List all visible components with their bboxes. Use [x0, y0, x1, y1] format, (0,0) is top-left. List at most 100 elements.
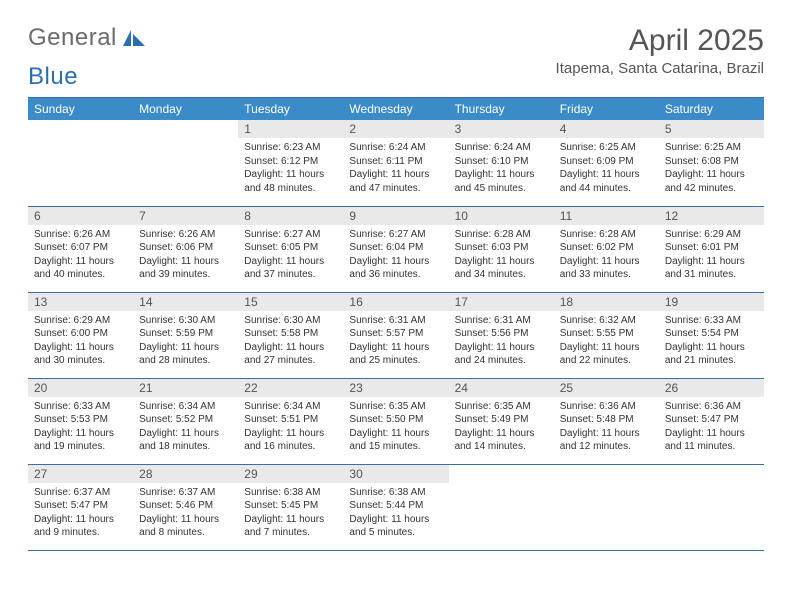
calendar-week-row: 13Sunrise: 6:29 AMSunset: 6:00 PMDayligh… — [28, 292, 764, 378]
day-details: Sunrise: 6:30 AMSunset: 5:59 PMDaylight:… — [133, 311, 238, 372]
day-number: 30 — [343, 465, 448, 483]
day-number: 13 — [28, 293, 133, 311]
day-details: Sunrise: 6:23 AMSunset: 6:12 PMDaylight:… — [238, 138, 343, 199]
calendar-day-cell: 28Sunrise: 6:37 AMSunset: 5:46 PMDayligh… — [133, 464, 238, 550]
day-details: Sunrise: 6:37 AMSunset: 5:47 PMDaylight:… — [28, 483, 133, 544]
day-number: 17 — [449, 293, 554, 311]
day-details: Sunrise: 6:34 AMSunset: 5:51 PMDaylight:… — [238, 397, 343, 458]
calendar-day-cell: 26Sunrise: 6:36 AMSunset: 5:47 PMDayligh… — [659, 378, 764, 464]
calendar-day-cell: 18Sunrise: 6:32 AMSunset: 5:55 PMDayligh… — [554, 292, 659, 378]
calendar-week-row: 27Sunrise: 6:37 AMSunset: 5:47 PMDayligh… — [28, 464, 764, 550]
calendar-day-cell: 25Sunrise: 6:36 AMSunset: 5:48 PMDayligh… — [554, 378, 659, 464]
calendar-day-cell: 7Sunrise: 6:26 AMSunset: 6:06 PMDaylight… — [133, 206, 238, 292]
day-details: Sunrise: 6:32 AMSunset: 5:55 PMDaylight:… — [554, 311, 659, 372]
calendar-day-cell: 14Sunrise: 6:30 AMSunset: 5:59 PMDayligh… — [133, 292, 238, 378]
day-details: Sunrise: 6:28 AMSunset: 6:03 PMDaylight:… — [449, 225, 554, 286]
day-number: 1 — [238, 120, 343, 138]
calendar-day-cell: 10Sunrise: 6:28 AMSunset: 6:03 PMDayligh… — [449, 206, 554, 292]
weekday-header: Tuesday — [238, 98, 343, 121]
day-number: 6 — [28, 207, 133, 225]
calendar-day-cell: 20Sunrise: 6:33 AMSunset: 5:53 PMDayligh… — [28, 378, 133, 464]
day-details: Sunrise: 6:35 AMSunset: 5:50 PMDaylight:… — [343, 397, 448, 458]
weekday-header: Saturday — [659, 98, 764, 121]
day-number: 15 — [238, 293, 343, 311]
calendar-day-cell: 21Sunrise: 6:34 AMSunset: 5:52 PMDayligh… — [133, 378, 238, 464]
calendar-day-cell: 16Sunrise: 6:31 AMSunset: 5:57 PMDayligh… — [343, 292, 448, 378]
day-number: 26 — [659, 379, 764, 397]
calendar-day-cell: .. — [554, 464, 659, 550]
day-number: 3 — [449, 120, 554, 138]
day-details: Sunrise: 6:36 AMSunset: 5:48 PMDaylight:… — [554, 397, 659, 458]
day-number: 22 — [238, 379, 343, 397]
day-details: Sunrise: 6:28 AMSunset: 6:02 PMDaylight:… — [554, 225, 659, 286]
calendar-day-cell: 1Sunrise: 6:23 AMSunset: 6:12 PMDaylight… — [238, 120, 343, 206]
calendar-week-row: 6Sunrise: 6:26 AMSunset: 6:07 PMDaylight… — [28, 206, 764, 292]
day-details: Sunrise: 6:38 AMSunset: 5:45 PMDaylight:… — [238, 483, 343, 544]
title-block: April 2025 Itapema, Santa Catarina, Braz… — [556, 24, 764, 77]
calendar-day-cell: .. — [28, 120, 133, 206]
day-details: Sunrise: 6:34 AMSunset: 5:52 PMDaylight:… — [133, 397, 238, 458]
calendar-day-cell: 23Sunrise: 6:35 AMSunset: 5:50 PMDayligh… — [343, 378, 448, 464]
weekday-header: Monday — [133, 98, 238, 121]
day-number: 11 — [554, 207, 659, 225]
day-details: Sunrise: 6:30 AMSunset: 5:58 PMDaylight:… — [238, 311, 343, 372]
calendar-day-cell: 19Sunrise: 6:33 AMSunset: 5:54 PMDayligh… — [659, 292, 764, 378]
day-details: Sunrise: 6:31 AMSunset: 5:56 PMDaylight:… — [449, 311, 554, 372]
day-number: 21 — [133, 379, 238, 397]
logo: General — [28, 24, 147, 52]
day-details: Sunrise: 6:24 AMSunset: 6:10 PMDaylight:… — [449, 138, 554, 199]
calendar-week-row: ....1Sunrise: 6:23 AMSunset: 6:12 PMDayl… — [28, 120, 764, 206]
location: Itapema, Santa Catarina, Brazil — [556, 60, 764, 77]
day-number: 24 — [449, 379, 554, 397]
calendar-table: Sunday Monday Tuesday Wednesday Thursday… — [28, 97, 764, 551]
weekday-header: Thursday — [449, 98, 554, 121]
day-details: Sunrise: 6:37 AMSunset: 5:46 PMDaylight:… — [133, 483, 238, 544]
day-details: Sunrise: 6:25 AMSunset: 6:08 PMDaylight:… — [659, 138, 764, 199]
day-details: Sunrise: 6:25 AMSunset: 6:09 PMDaylight:… — [554, 138, 659, 199]
day-number: 28 — [133, 465, 238, 483]
calendar-day-cell: .. — [449, 464, 554, 550]
day-number: 9 — [343, 207, 448, 225]
calendar-day-cell: 30Sunrise: 6:38 AMSunset: 5:44 PMDayligh… — [343, 464, 448, 550]
day-number: 5 — [659, 120, 764, 138]
day-number: 29 — [238, 465, 343, 483]
calendar-day-cell: 5Sunrise: 6:25 AMSunset: 6:08 PMDaylight… — [659, 120, 764, 206]
calendar-day-cell: 2Sunrise: 6:24 AMSunset: 6:11 PMDaylight… — [343, 120, 448, 206]
day-details: Sunrise: 6:26 AMSunset: 6:07 PMDaylight:… — [28, 225, 133, 286]
logo-text-a: General — [28, 24, 117, 52]
logo-text-b: Blue — [28, 63, 78, 91]
calendar-day-cell: 6Sunrise: 6:26 AMSunset: 6:07 PMDaylight… — [28, 206, 133, 292]
calendar-day-cell: 12Sunrise: 6:29 AMSunset: 6:01 PMDayligh… — [659, 206, 764, 292]
day-details: Sunrise: 6:29 AMSunset: 6:01 PMDaylight:… — [659, 225, 764, 286]
day-details: Sunrise: 6:38 AMSunset: 5:44 PMDaylight:… — [343, 483, 448, 544]
day-number: 12 — [659, 207, 764, 225]
calendar-day-cell: 3Sunrise: 6:24 AMSunset: 6:10 PMDaylight… — [449, 120, 554, 206]
day-details: Sunrise: 6:36 AMSunset: 5:47 PMDaylight:… — [659, 397, 764, 458]
day-number: 20 — [28, 379, 133, 397]
day-number: 8 — [238, 207, 343, 225]
calendar-day-cell: .. — [659, 464, 764, 550]
weekday-header: Wednesday — [343, 98, 448, 121]
day-details: Sunrise: 6:24 AMSunset: 6:11 PMDaylight:… — [343, 138, 448, 199]
calendar-day-cell: 24Sunrise: 6:35 AMSunset: 5:49 PMDayligh… — [449, 378, 554, 464]
calendar-day-cell: 9Sunrise: 6:27 AMSunset: 6:04 PMDaylight… — [343, 206, 448, 292]
day-number: 2 — [343, 120, 448, 138]
day-number: 23 — [343, 379, 448, 397]
day-details: Sunrise: 6:26 AMSunset: 6:06 PMDaylight:… — [133, 225, 238, 286]
day-number: 19 — [659, 293, 764, 311]
day-number: 7 — [133, 207, 238, 225]
calendar-day-cell: 4Sunrise: 6:25 AMSunset: 6:09 PMDaylight… — [554, 120, 659, 206]
weekday-header: Sunday — [28, 98, 133, 121]
day-details: Sunrise: 6:33 AMSunset: 5:53 PMDaylight:… — [28, 397, 133, 458]
day-number: 14 — [133, 293, 238, 311]
day-details: Sunrise: 6:27 AMSunset: 6:05 PMDaylight:… — [238, 225, 343, 286]
calendar-day-cell: .. — [133, 120, 238, 206]
day-details: Sunrise: 6:35 AMSunset: 5:49 PMDaylight:… — [449, 397, 554, 458]
day-number: 16 — [343, 293, 448, 311]
calendar-day-cell: 22Sunrise: 6:34 AMSunset: 5:51 PMDayligh… — [238, 378, 343, 464]
calendar-day-cell: 15Sunrise: 6:30 AMSunset: 5:58 PMDayligh… — [238, 292, 343, 378]
day-number: 18 — [554, 293, 659, 311]
calendar-day-cell: 17Sunrise: 6:31 AMSunset: 5:56 PMDayligh… — [449, 292, 554, 378]
day-number: 4 — [554, 120, 659, 138]
weekday-header-row: Sunday Monday Tuesday Wednesday Thursday… — [28, 98, 764, 121]
